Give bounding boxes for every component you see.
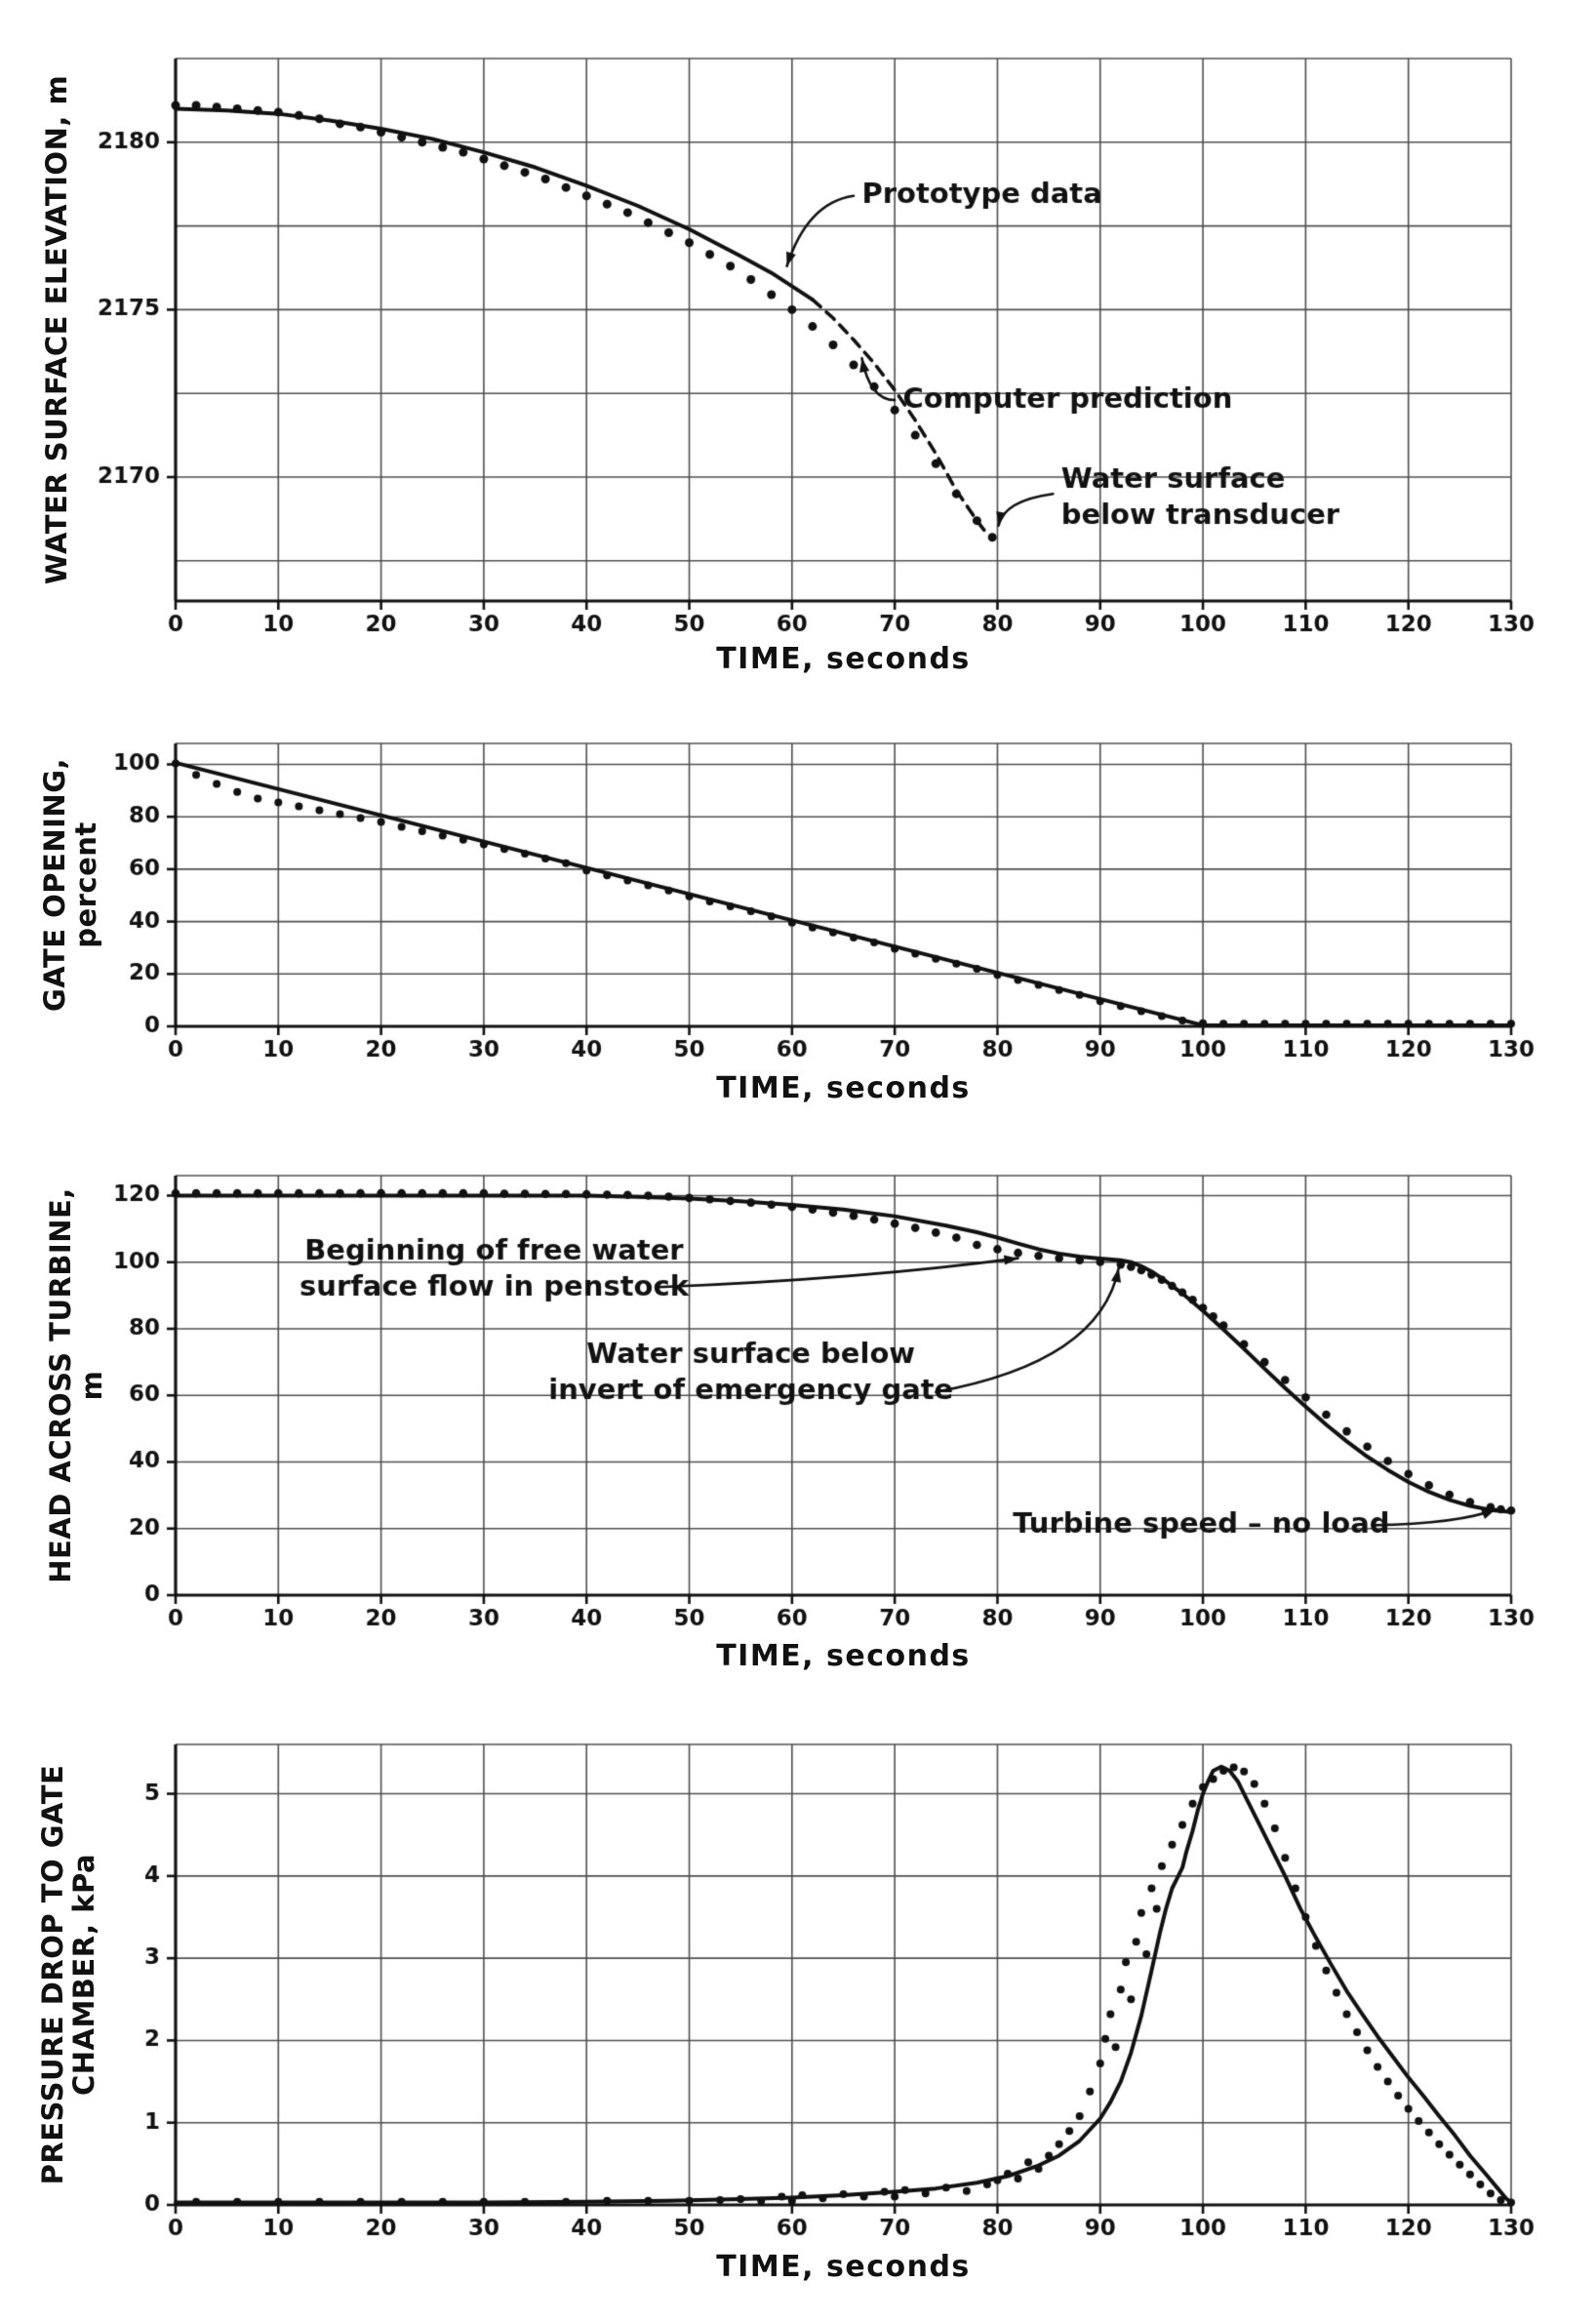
gate-opening-y-axis-label: GATE OPENING, percent	[38, 757, 103, 1013]
pressure-drop-plot	[0, 1698, 1596, 2322]
chart-water-surface-elevation: WATER SURFACE ELEVATION, m TIME, seconds	[0, 0, 1596, 683]
head-across-turbine-plot	[0, 1132, 1596, 1698]
chart-pressure-drop: PRESSURE DROP TO GATE CHAMBER, kPa TIME,…	[0, 1698, 1596, 2322]
chart-head-across-turbine: HEAD ACROSS TURBINE, m TIME, seconds	[0, 1132, 1596, 1698]
head-across-turbine-y-axis-label: HEAD ACROSS TURBINE, m	[44, 1187, 109, 1583]
pressure-drop-y-axis-label: PRESSURE DROP TO GATE CHAMBER, kPa	[36, 1764, 101, 2185]
chart-gate-opening: GATE OPENING, percent TIME, seconds	[0, 683, 1596, 1132]
gate-opening-x-axis-label: TIME, seconds	[716, 1071, 971, 1105]
water-surface-elevation-plot	[0, 0, 1596, 683]
pressure-drop-x-axis-label: TIME, seconds	[716, 2250, 971, 2284]
water-surface-elevation-x-axis-label: TIME, seconds	[716, 642, 971, 676]
water-surface-elevation-y-axis-label: WATER SURFACE ELEVATION, m	[40, 74, 73, 585]
head-across-turbine-x-axis-label: TIME, seconds	[716, 1639, 971, 1673]
gate-opening-plot	[0, 683, 1596, 1132]
